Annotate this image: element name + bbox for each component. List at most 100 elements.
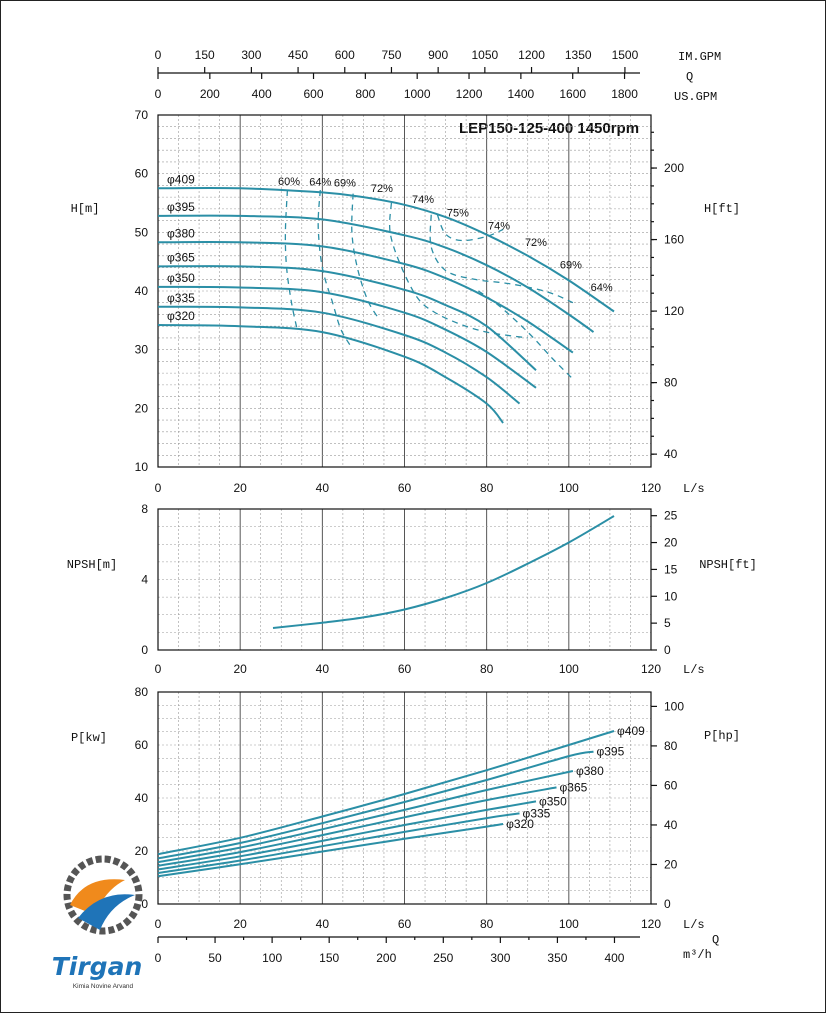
npsh-y-tick-label: 0	[141, 643, 148, 657]
efficiency-isoline	[284, 190, 299, 333]
power-hp-tick-label: 20	[664, 857, 678, 871]
h-m-axis-label: H[m]	[71, 202, 100, 216]
im-gpm-tick-label: 450	[288, 48, 308, 62]
im-gpm-tick-label: 1500	[612, 48, 639, 62]
power-hp-tick-label: 60	[664, 778, 678, 792]
head-x-tick-label: 60	[398, 481, 412, 495]
m3h-tick-label: 300	[490, 951, 510, 965]
chart-title: LEP150-125-400 1450rpm	[459, 120, 639, 137]
head-impeller-label: φ409	[167, 172, 195, 186]
p-kw-axis-label: P[kw]	[71, 731, 107, 745]
us-gpm-tick-label: 0	[155, 87, 162, 101]
flow-axis-label-head: L/s	[683, 482, 705, 496]
power-impeller-label: φ380	[576, 764, 604, 778]
us-gpm-tick-label: 800	[355, 87, 375, 101]
head-curve-φ320	[157, 324, 504, 424]
head-y-tick-label: 10	[135, 460, 149, 474]
npsh-ft-tick-label: 15	[664, 562, 678, 576]
head-impeller-label: φ320	[167, 309, 195, 323]
m3h-tick-label: 150	[319, 951, 339, 965]
npsh-ft-tick-label: 25	[664, 509, 678, 523]
npsh-y-tick-label: 8	[141, 502, 148, 516]
us-gpm-tick-label: 200	[200, 87, 220, 101]
efficiency-label: 69%	[560, 260, 582, 272]
im-gpm-tick-label: 600	[335, 48, 355, 62]
h-ft-axis-label: H[ft]	[704, 202, 740, 216]
power-curve-φ350	[157, 800, 537, 871]
npsh-ft-axis-label: NPSH[ft]	[699, 558, 757, 572]
power-y-tick-label: 80	[135, 685, 149, 699]
head-x-tick-label: 40	[316, 481, 330, 495]
us-gpm-tick-label: 1200	[456, 87, 483, 101]
head-ft-tick-label: 80	[664, 376, 678, 390]
flow-axis-label-power: L/s	[683, 918, 705, 932]
head-ft-tick-label: 120	[664, 304, 684, 318]
im-gpm-tick-label: 0	[155, 48, 162, 62]
m3h-tick-label: 0	[155, 951, 162, 965]
head-y-tick-label: 30	[135, 343, 149, 357]
efficiency-label: 60%	[278, 176, 300, 188]
im-gpm-tick-label: 300	[241, 48, 261, 62]
npsh-ft-tick-label: 5	[664, 616, 671, 630]
m3h-tick-label: 100	[262, 951, 282, 965]
efficiency-isoline	[478, 290, 574, 380]
m3h-tick-label: 350	[547, 951, 567, 965]
head-y-tick-label: 70	[135, 108, 149, 122]
m3h-tick-label: 400	[604, 951, 624, 965]
us-gpm-tick-label: 1600	[559, 87, 586, 101]
power-hp-tick-label: 80	[664, 739, 678, 753]
head-y-tick-label: 60	[135, 167, 149, 181]
head-x-tick-label: 80	[480, 481, 494, 495]
head-x-tick-label: 20	[233, 481, 247, 495]
npsh-ft-tick-label: 0	[664, 643, 671, 657]
us-gpm-tick-label: 600	[304, 87, 324, 101]
im-gpm-axis-label: IM.GPM	[678, 50, 721, 64]
efficiency-isoline	[388, 202, 528, 339]
power-x-tick-label: 0	[155, 917, 162, 931]
efficiency-isoline	[429, 214, 574, 304]
npsh-ft-tick-label: 20	[664, 536, 678, 550]
power-x-tick-label: 100	[559, 917, 579, 931]
head-curve-φ380	[157, 240, 574, 354]
efficiency-label: 74%	[488, 220, 510, 232]
im-gpm-tick-label: 900	[428, 48, 448, 62]
efficiency-label: 74%	[412, 194, 434, 206]
npsh-curve	[272, 515, 615, 629]
power-curve-φ380	[157, 770, 574, 864]
efficiency-isoline	[436, 214, 504, 242]
q-axis-label-bottom: Q	[712, 933, 719, 947]
power-y-tick-label: 60	[135, 738, 149, 752]
npsh-x-tick-label: 60	[398, 662, 412, 676]
logo-tagline: Kimia Novine Arvand	[73, 983, 134, 990]
flow-axis-label-npsh: L/s	[683, 663, 705, 677]
power-x-tick-label: 40	[316, 917, 330, 931]
gear-icon	[63, 855, 143, 935]
power-hp-tick-label: 0	[664, 897, 671, 911]
power-hp-tick-label: 100	[664, 699, 684, 713]
head-y-tick-label: 20	[135, 401, 149, 415]
head-x-tick-label: 0	[155, 481, 162, 495]
npsh-m-axis-label: NPSH[m]	[67, 558, 117, 572]
power-x-tick-label: 60	[398, 917, 412, 931]
tirgan-logo: Tirgan Kimia Novine Arvand	[52, 855, 143, 990]
efficiency-isoline	[351, 193, 379, 318]
im-gpm-tick-label: 1350	[565, 48, 592, 62]
head-curve-φ335	[157, 305, 521, 405]
head-ft-tick-label: 40	[664, 447, 678, 461]
power-hp-tick-label: 40	[664, 818, 678, 832]
npsh-x-tick-label: 40	[316, 662, 330, 676]
efficiency-label: 72%	[525, 237, 547, 249]
us-gpm-tick-label: 1800	[611, 87, 638, 101]
power-y-tick-label: 40	[135, 791, 149, 805]
head-y-tick-label: 40	[135, 284, 149, 298]
power-panel-frame	[157, 691, 652, 905]
im-gpm-tick-label: 150	[195, 48, 215, 62]
npsh-ft-tick-label: 10	[664, 589, 678, 603]
power-impeller-label: φ335	[523, 806, 551, 820]
head-impeller-label: φ335	[167, 291, 195, 305]
npsh-x-tick-label: 80	[480, 662, 494, 676]
power-curve-φ335	[157, 812, 520, 874]
power-impeller-label: φ395	[596, 745, 624, 759]
